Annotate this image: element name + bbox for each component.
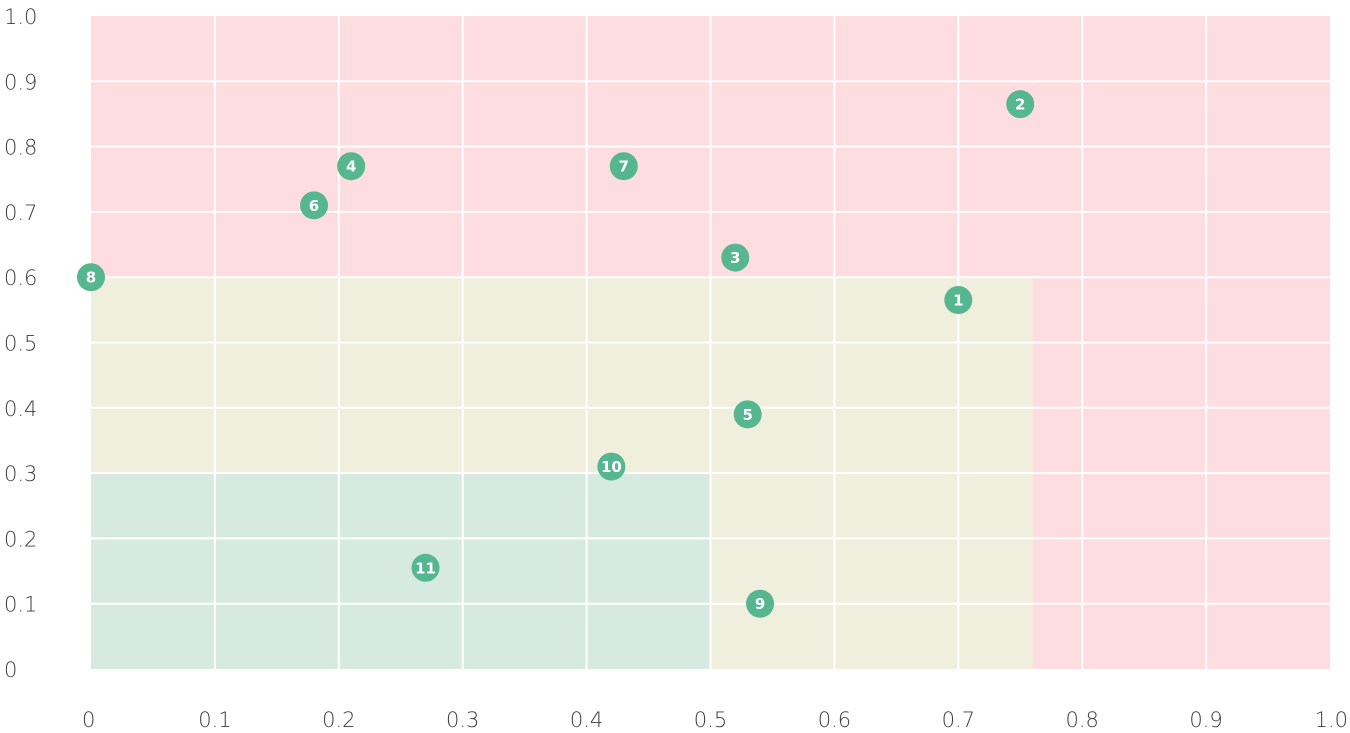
data-point-marker[interactable] (337, 152, 366, 181)
x-tick-label: 0.5 (694, 708, 727, 732)
y-tick-label: 0 (4, 658, 17, 682)
data-point-label: 1 (953, 292, 963, 310)
data-point-4[interactable]: 4 (337, 152, 366, 181)
y-axis-ticks: 0 0.1 0.2 0.3 0.4 0.5 0.6 0.7 0.8 0.9 1.0 (4, 5, 37, 682)
data-point-label: 5 (742, 406, 752, 424)
y-tick-label: 0.7 (4, 201, 37, 225)
data-point-2[interactable]: 2 (1006, 90, 1035, 119)
data-point-label: 9 (755, 595, 765, 613)
data-point-marker[interactable] (77, 263, 105, 292)
y-tick-label: 0.6 (4, 266, 37, 290)
data-point-marker[interactable] (609, 152, 638, 181)
data-point-5[interactable]: 5 (733, 400, 762, 429)
y-tick-label: 0.2 (4, 527, 37, 551)
x-tick-label: 0.1 (198, 708, 231, 732)
data-point-7[interactable]: 7 (609, 152, 638, 181)
data-point-label: 8 (86, 269, 96, 287)
y-tick-label: 0.3 (4, 462, 37, 486)
x-tick-label: 0.7 (942, 708, 975, 732)
y-tick-label: 0.8 (4, 136, 37, 160)
data-point-label: 10 (601, 458, 622, 476)
data-point-11[interactable]: 11 (411, 553, 440, 582)
data-point-8[interactable]: 8 (77, 263, 105, 292)
region-low (91, 473, 711, 669)
y-tick-label: 0.1 (4, 593, 37, 617)
data-point-marker[interactable] (1006, 90, 1035, 119)
data-point-marker[interactable] (944, 286, 973, 315)
x-tick-label: 1.0 (1315, 708, 1348, 732)
x-tick-label: 0.9 (1189, 708, 1222, 732)
y-tick-label: 0.5 (4, 332, 37, 356)
y-tick-label: 1.0 (4, 5, 37, 29)
data-point-marker[interactable] (733, 400, 762, 429)
data-point-marker[interactable] (411, 553, 440, 582)
data-point-1[interactable]: 1 (944, 286, 973, 315)
data-point-9[interactable]: 9 (746, 589, 775, 618)
x-tick-label: 0.4 (570, 708, 603, 732)
data-point-label: 3 (730, 249, 740, 267)
data-point-label: 2 (1015, 96, 1025, 114)
data-point-label: 6 (309, 197, 319, 215)
x-tick-label: 0.8 (1065, 708, 1098, 732)
data-point-marker[interactable] (597, 452, 626, 481)
grid-lines (91, 16, 1330, 669)
data-point-label: 7 (619, 158, 629, 176)
data-point-label: 4 (346, 158, 356, 176)
x-axis-ticks: 0 0.1 0.2 0.3 0.4 0.5 0.6 0.7 0.8 0.9 1.0 (82, 708, 1348, 732)
x-tick-label: 0.2 (322, 708, 355, 732)
data-point-10[interactable]: 10 (597, 452, 626, 481)
data-point-marker[interactable] (746, 589, 775, 618)
data-point-3[interactable]: 3 (721, 243, 750, 272)
data-point-label: 11 (415, 559, 436, 577)
data-point-6[interactable]: 6 (300, 191, 329, 220)
data-points: 1 2 3 4 5 6 7 8 9 10 11 (77, 90, 1035, 618)
x-tick-label: 0.6 (818, 708, 851, 732)
data-point-marker[interactable] (300, 191, 329, 220)
x-tick-label: 0 (82, 708, 95, 732)
x-tick-label: 0.3 (446, 708, 479, 732)
data-point-marker[interactable] (721, 243, 750, 272)
y-tick-label: 0.4 (4, 397, 37, 421)
y-tick-label: 0.9 (4, 70, 37, 94)
